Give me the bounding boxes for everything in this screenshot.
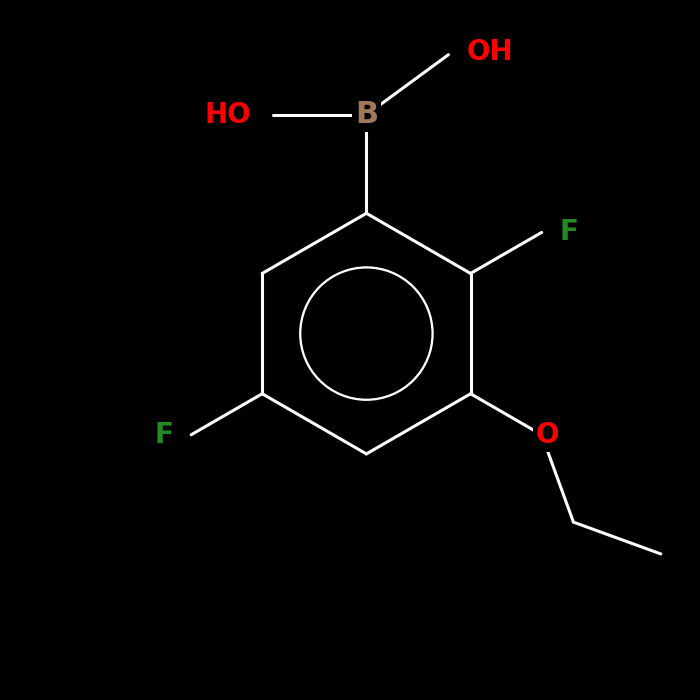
Text: HO: HO [204,101,251,129]
Text: O: O [536,421,559,449]
Text: B: B [355,100,378,130]
Text: F: F [155,421,174,449]
Text: F: F [559,218,578,246]
Text: OH: OH [467,38,513,66]
